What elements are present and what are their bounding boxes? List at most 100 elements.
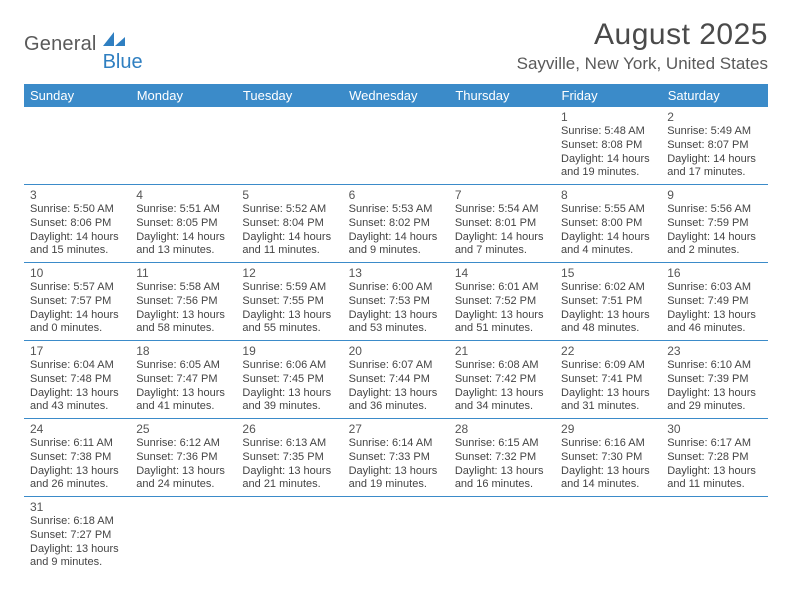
sunrise-line: Sunrise: 6:08 AM (455, 359, 549, 373)
daylight-line: Daylight: 13 hours and 11 minutes. (667, 465, 761, 493)
day-cell (555, 497, 661, 575)
week-row: 3Sunrise: 5:50 AMSunset: 8:06 PMDaylight… (24, 185, 768, 263)
sunrise-line: Sunrise: 6:13 AM (242, 437, 336, 451)
sunrise-line: Sunrise: 6:03 AM (667, 281, 761, 295)
sunset-line: Sunset: 8:07 PM (667, 139, 761, 153)
day-cell: 19Sunrise: 6:06 AMSunset: 7:45 PMDayligh… (236, 341, 342, 419)
daylight-line: Daylight: 13 hours and 14 minutes. (561, 465, 655, 493)
page-title: August 2025 (517, 18, 768, 52)
sunset-line: Sunset: 7:49 PM (667, 295, 761, 309)
col-wednesday: Wednesday (343, 84, 449, 107)
day-number: 24 (30, 422, 124, 436)
day-cell: 24Sunrise: 6:11 AMSunset: 7:38 PMDayligh… (24, 419, 130, 497)
col-monday: Monday (130, 84, 236, 107)
day-number: 11 (136, 266, 230, 280)
day-cell: 10Sunrise: 5:57 AMSunset: 7:57 PMDayligh… (24, 263, 130, 341)
sunrise-line: Sunrise: 6:17 AM (667, 437, 761, 451)
sunset-line: Sunset: 8:06 PM (30, 217, 124, 231)
day-number: 12 (242, 266, 336, 280)
day-cell: 28Sunrise: 6:15 AMSunset: 7:32 PMDayligh… (449, 419, 555, 497)
sunset-line: Sunset: 7:47 PM (136, 373, 230, 387)
day-number: 10 (30, 266, 124, 280)
day-number: 16 (667, 266, 761, 280)
day-number: 25 (136, 422, 230, 436)
calendar-head: Sunday Monday Tuesday Wednesday Thursday… (24, 84, 768, 107)
day-cell: 30Sunrise: 6:17 AMSunset: 7:28 PMDayligh… (661, 419, 767, 497)
logo-text-1: General (24, 33, 97, 56)
sunrise-line: Sunrise: 6:06 AM (242, 359, 336, 373)
day-number: 2 (667, 110, 761, 124)
daylight-line: Daylight: 13 hours and 34 minutes. (455, 387, 549, 415)
sunrise-line: Sunrise: 6:14 AM (349, 437, 443, 451)
day-cell: 7Sunrise: 5:54 AMSunset: 8:01 PMDaylight… (449, 185, 555, 263)
sunset-line: Sunset: 7:39 PM (667, 373, 761, 387)
day-number: 8 (561, 188, 655, 202)
daylight-line: Daylight: 13 hours and 19 minutes. (349, 465, 443, 493)
week-row: 1Sunrise: 5:48 AMSunset: 8:08 PMDaylight… (24, 107, 768, 185)
day-number: 4 (136, 188, 230, 202)
week-row: 31Sunrise: 6:18 AMSunset: 7:27 PMDayligh… (24, 497, 768, 575)
sunset-line: Sunset: 8:04 PM (242, 217, 336, 231)
sunset-line: Sunset: 7:48 PM (30, 373, 124, 387)
daylight-line: Daylight: 13 hours and 48 minutes. (561, 309, 655, 337)
daylight-line: Daylight: 13 hours and 29 minutes. (667, 387, 761, 415)
week-row: 10Sunrise: 5:57 AMSunset: 7:57 PMDayligh… (24, 263, 768, 341)
sunrise-line: Sunrise: 6:05 AM (136, 359, 230, 373)
daylight-line: Daylight: 13 hours and 26 minutes. (30, 465, 124, 493)
day-number: 21 (455, 344, 549, 358)
sunrise-line: Sunrise: 5:53 AM (349, 203, 443, 217)
day-cell: 18Sunrise: 6:05 AMSunset: 7:47 PMDayligh… (130, 341, 236, 419)
sunrise-line: Sunrise: 6:07 AM (349, 359, 443, 373)
sunset-line: Sunset: 8:08 PM (561, 139, 655, 153)
sunset-line: Sunset: 7:41 PM (561, 373, 655, 387)
sunrise-line: Sunrise: 5:58 AM (136, 281, 230, 295)
sunset-line: Sunset: 8:02 PM (349, 217, 443, 231)
day-cell: 29Sunrise: 6:16 AMSunset: 7:30 PMDayligh… (555, 419, 661, 497)
col-saturday: Saturday (661, 84, 767, 107)
sunset-line: Sunset: 7:28 PM (667, 451, 761, 465)
daylight-line: Daylight: 13 hours and 55 minutes. (242, 309, 336, 337)
sunset-line: Sunset: 7:35 PM (242, 451, 336, 465)
sunrise-line: Sunrise: 6:00 AM (349, 281, 443, 295)
day-number: 17 (30, 344, 124, 358)
day-cell: 9Sunrise: 5:56 AMSunset: 7:59 PMDaylight… (661, 185, 767, 263)
daylight-line: Daylight: 13 hours and 41 minutes. (136, 387, 230, 415)
sunrise-line: Sunrise: 5:48 AM (561, 125, 655, 139)
sunrise-line: Sunrise: 6:01 AM (455, 281, 549, 295)
sunset-line: Sunset: 7:44 PM (349, 373, 443, 387)
sunrise-line: Sunrise: 6:18 AM (30, 515, 124, 529)
header: General Blue August 2025 Sayville, New Y… (24, 18, 768, 74)
day-cell (236, 497, 342, 575)
sunrise-line: Sunrise: 6:04 AM (30, 359, 124, 373)
logo-text-2: Blue (103, 51, 143, 74)
day-cell: 3Sunrise: 5:50 AMSunset: 8:06 PMDaylight… (24, 185, 130, 263)
day-cell: 15Sunrise: 6:02 AMSunset: 7:51 PMDayligh… (555, 263, 661, 341)
day-cell: 12Sunrise: 5:59 AMSunset: 7:55 PMDayligh… (236, 263, 342, 341)
sunset-line: Sunset: 7:27 PM (30, 529, 124, 543)
sunrise-line: Sunrise: 5:59 AM (242, 281, 336, 295)
day-cell: 1Sunrise: 5:48 AMSunset: 8:08 PMDaylight… (555, 107, 661, 185)
day-cell: 13Sunrise: 6:00 AMSunset: 7:53 PMDayligh… (343, 263, 449, 341)
day-cell: 14Sunrise: 6:01 AMSunset: 7:52 PMDayligh… (449, 263, 555, 341)
sunset-line: Sunset: 8:01 PM (455, 217, 549, 231)
sunrise-line: Sunrise: 6:11 AM (30, 437, 124, 451)
daylight-line: Daylight: 13 hours and 53 minutes. (349, 309, 443, 337)
day-cell (661, 497, 767, 575)
day-cell (130, 497, 236, 575)
sunrise-line: Sunrise: 6:10 AM (667, 359, 761, 373)
day-number: 9 (667, 188, 761, 202)
daylight-line: Daylight: 13 hours and 51 minutes. (455, 309, 549, 337)
calendar-body: 1Sunrise: 5:48 AMSunset: 8:08 PMDaylight… (24, 107, 768, 574)
col-thursday: Thursday (449, 84, 555, 107)
daylight-line: Daylight: 13 hours and 39 minutes. (242, 387, 336, 415)
daylight-line: Daylight: 13 hours and 9 minutes. (30, 543, 124, 571)
sunrise-line: Sunrise: 5:57 AM (30, 281, 124, 295)
day-number: 29 (561, 422, 655, 436)
daylight-line: Daylight: 14 hours and 0 minutes. (30, 309, 124, 337)
sunset-line: Sunset: 7:45 PM (242, 373, 336, 387)
daylight-line: Daylight: 13 hours and 43 minutes. (30, 387, 124, 415)
day-number: 6 (349, 188, 443, 202)
sunset-line: Sunset: 7:53 PM (349, 295, 443, 309)
daylight-line: Daylight: 14 hours and 17 minutes. (667, 153, 761, 181)
sunrise-line: Sunrise: 5:51 AM (136, 203, 230, 217)
